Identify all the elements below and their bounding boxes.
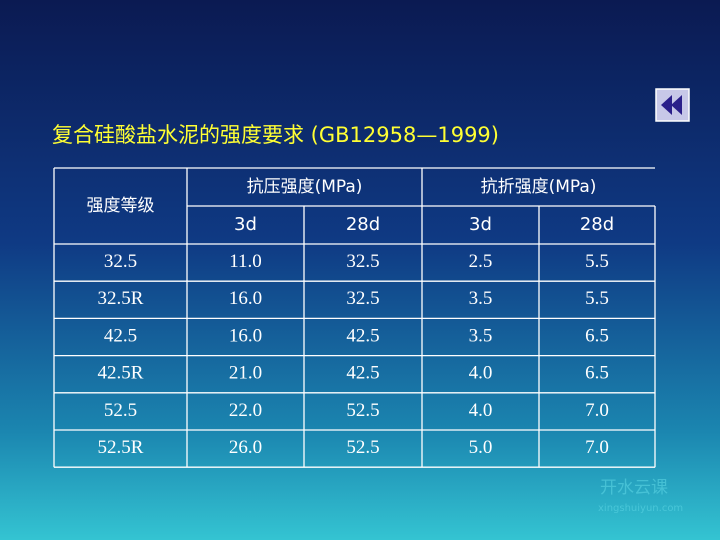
- table-cell: 4.0: [469, 363, 493, 384]
- header-cell: 抗折强度(MPa): [481, 177, 597, 197]
- watermark-url: xingshuiyun.com: [598, 503, 683, 514]
- table-cell: 52.5R: [98, 437, 144, 458]
- table-cell: 16.0: [229, 288, 262, 309]
- table-cell: 4.0: [469, 400, 493, 421]
- table-cell: 5.5: [585, 288, 609, 309]
- header-cell: 强度等级: [87, 196, 155, 216]
- table-cell: 32.5R: [98, 288, 144, 309]
- table-cell: 5.5: [585, 251, 609, 272]
- subheader-cell: 28d: [580, 214, 614, 235]
- subheader-cell: 3d: [469, 214, 492, 235]
- table-cell: 32.5: [104, 251, 137, 272]
- table-cell: 5.0: [469, 437, 493, 458]
- watermark-name: 开水云课: [600, 478, 668, 498]
- table-cell: 7.0: [585, 437, 609, 458]
- table-cell: 11.0: [229, 251, 262, 272]
- table-cell: 42.5: [104, 325, 137, 346]
- table-cell: 7.0: [585, 400, 609, 421]
- table-cell: 3.5: [469, 325, 493, 346]
- table-cell: 16.0: [229, 325, 262, 346]
- table-cell: 6.5: [585, 363, 609, 384]
- table-cell: 22.0: [229, 400, 262, 421]
- table-cell: 32.5: [346, 251, 379, 272]
- subheader-cell: 28d: [346, 214, 380, 235]
- table-cell: 42.5: [346, 363, 379, 384]
- table-cell: 42.5: [346, 325, 379, 346]
- table: 强度等级 抗压强度(MPa) 抗折强度(MPa) 3d 28d 3d 28d 32.5 11.0…: [53, 167, 656, 468]
- table-cell: 6.5: [585, 325, 609, 346]
- table-cell: 26.0: [229, 437, 262, 458]
- table-cell: 52.5: [104, 400, 137, 421]
- table-cell: 42.5R: [98, 363, 144, 384]
- back-button[interactable]: [655, 88, 690, 122]
- subheader-cell: 3d: [234, 214, 257, 235]
- table-cell: 52.5: [346, 437, 379, 458]
- title: 复合硅酸盐水泥的强度要求 (GB12958—1999): [52, 123, 499, 147]
- table-cell: 32.5: [346, 288, 379, 309]
- header-cell: 抗压强度(MPa): [247, 177, 363, 197]
- table-cell: 3.5: [469, 288, 493, 309]
- table-cell: 52.5: [346, 400, 379, 421]
- table-cell: 2.5: [469, 251, 493, 272]
- table-cell: 21.0: [229, 363, 262, 384]
